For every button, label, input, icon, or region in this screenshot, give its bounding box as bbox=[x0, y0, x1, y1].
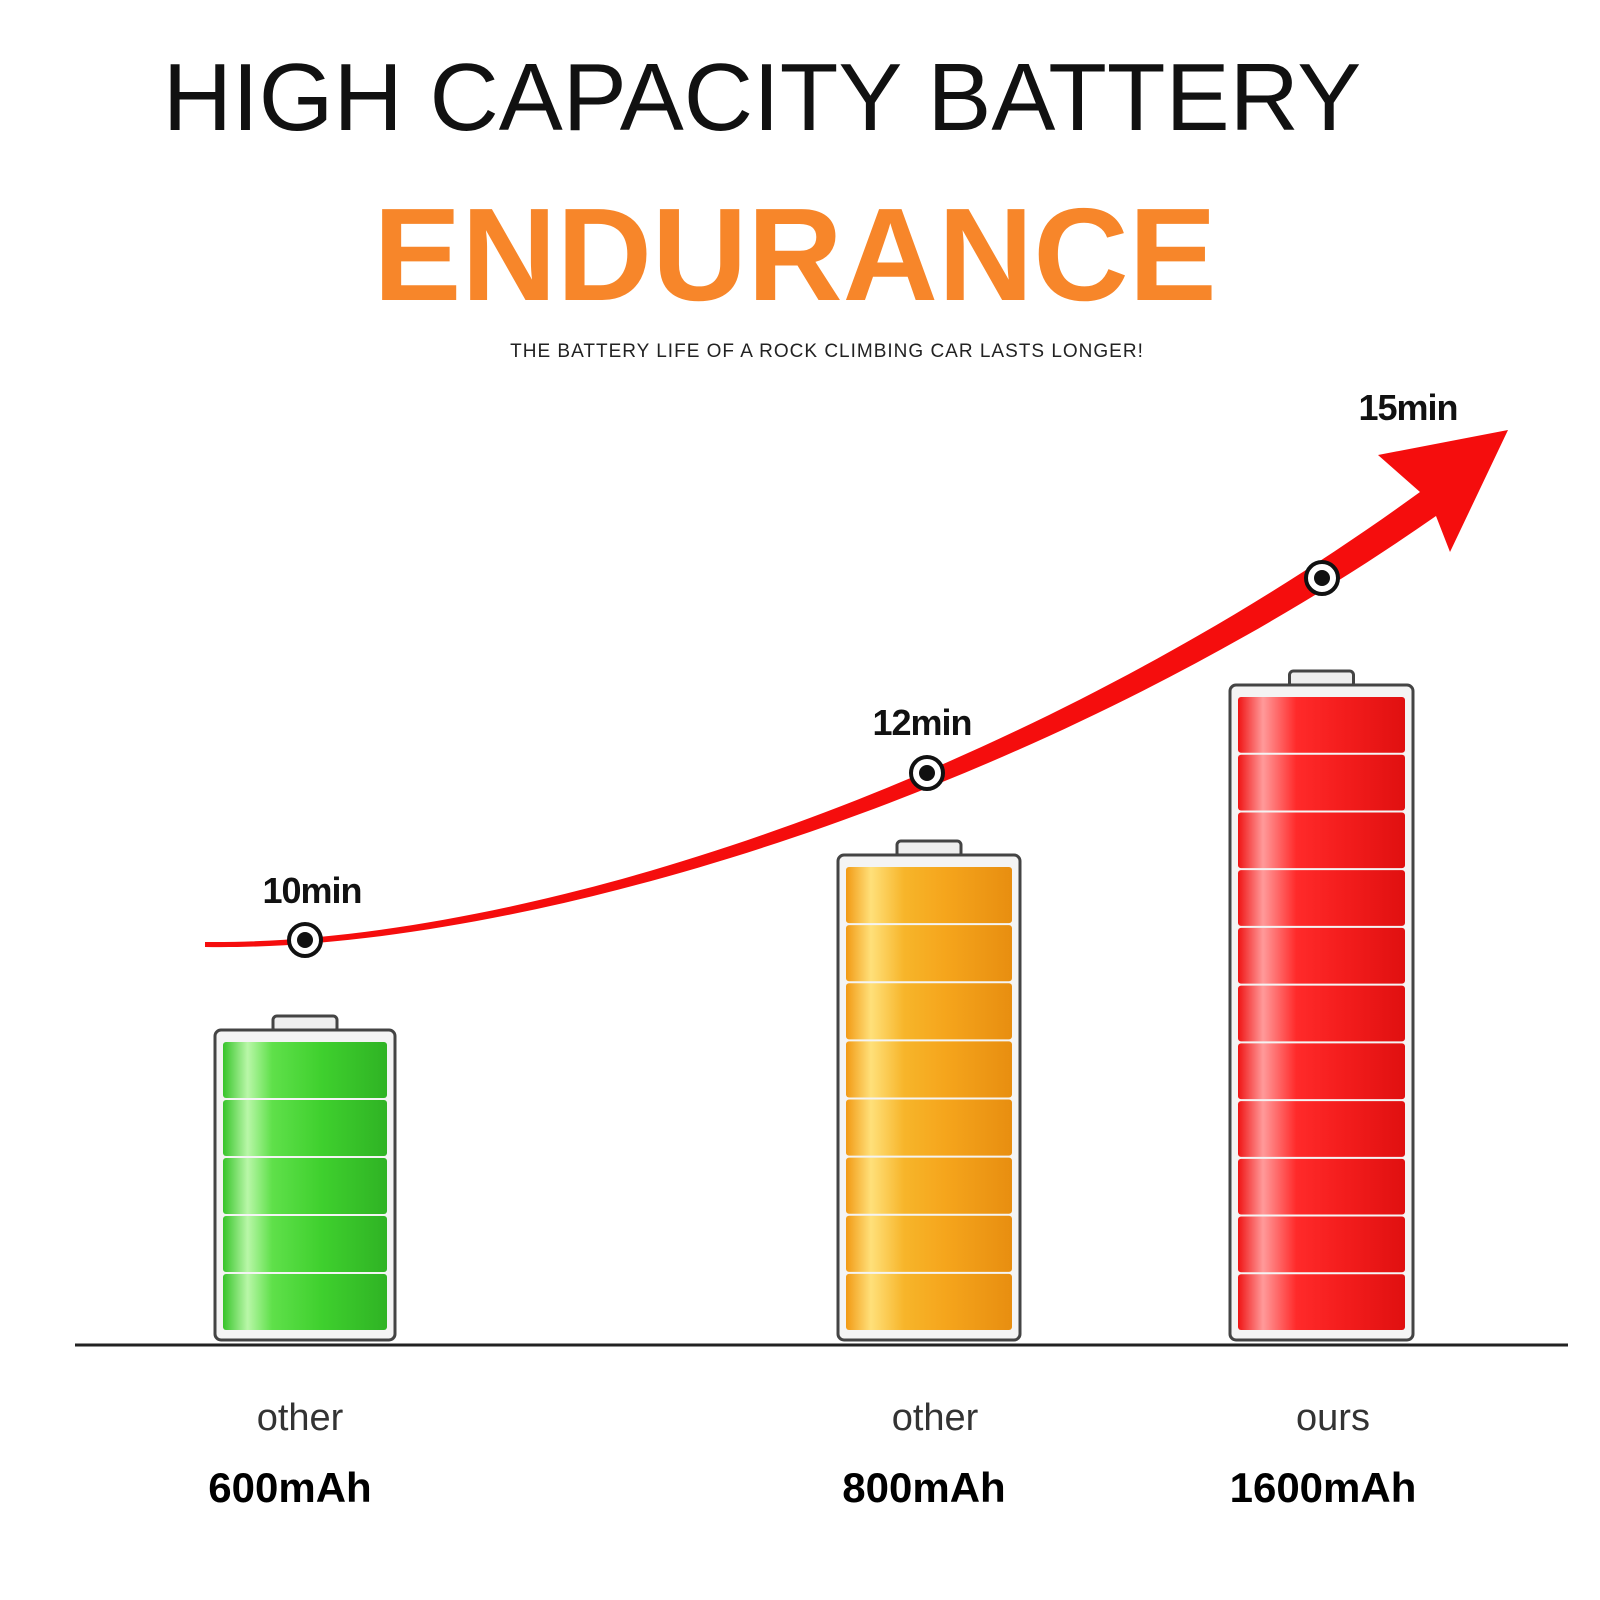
title: HIGH CAPACITY BATTERY bbox=[163, 44, 1361, 151]
battery-cell bbox=[846, 1215, 1012, 1272]
battery-cell bbox=[1238, 1101, 1405, 1157]
battery-cell bbox=[1238, 1158, 1405, 1215]
battery-cell bbox=[846, 983, 1012, 1040]
item-label: other bbox=[257, 1397, 344, 1439]
battery-cell bbox=[846, 1099, 1012, 1156]
battery-cell bbox=[1238, 1274, 1405, 1330]
marker-dot bbox=[297, 932, 313, 948]
battery-cell bbox=[846, 1041, 1012, 1098]
labels: 10min other 600mAh 12min other 800mAh 15min our… bbox=[208, 387, 1458, 1511]
battery-cell bbox=[1238, 1216, 1405, 1273]
battery-cell bbox=[1238, 697, 1405, 753]
battery-cell bbox=[1238, 754, 1405, 811]
battery-cell bbox=[223, 1158, 387, 1214]
time-label: 12min bbox=[872, 702, 971, 743]
battery-cell bbox=[223, 1216, 387, 1272]
battery-cell bbox=[223, 1100, 387, 1156]
capacity-label: 600mAh bbox=[208, 1464, 371, 1511]
battery-cell bbox=[223, 1274, 387, 1330]
time-label: 15min bbox=[1358, 387, 1457, 428]
battery-cell bbox=[846, 1157, 1012, 1214]
marker-dot bbox=[1314, 570, 1330, 586]
battery-cell bbox=[1238, 985, 1405, 1042]
marker-dot bbox=[919, 765, 935, 781]
batteries bbox=[213, 669, 1415, 1342]
item-label: other bbox=[892, 1397, 979, 1439]
battery-cell bbox=[846, 1273, 1012, 1330]
battery-cell bbox=[1238, 1043, 1405, 1100]
battery-cell bbox=[1238, 927, 1405, 984]
subtitle: THE BATTERY LIFE OF A ROCK CLIMBING CAR … bbox=[510, 341, 1144, 362]
battery-cell bbox=[846, 925, 1012, 982]
battery-cell bbox=[223, 1042, 387, 1098]
time-label: 10min bbox=[262, 870, 361, 911]
capacity-label: 800mAh bbox=[842, 1464, 1005, 1511]
capacity-label: 1600mAh bbox=[1230, 1464, 1417, 1511]
item-label: ours bbox=[1296, 1397, 1370, 1439]
battery-cell bbox=[846, 867, 1012, 924]
battery-cell bbox=[1238, 870, 1405, 926]
battery-cell bbox=[1238, 812, 1405, 869]
highlight: ENDURANCE bbox=[373, 181, 1216, 328]
